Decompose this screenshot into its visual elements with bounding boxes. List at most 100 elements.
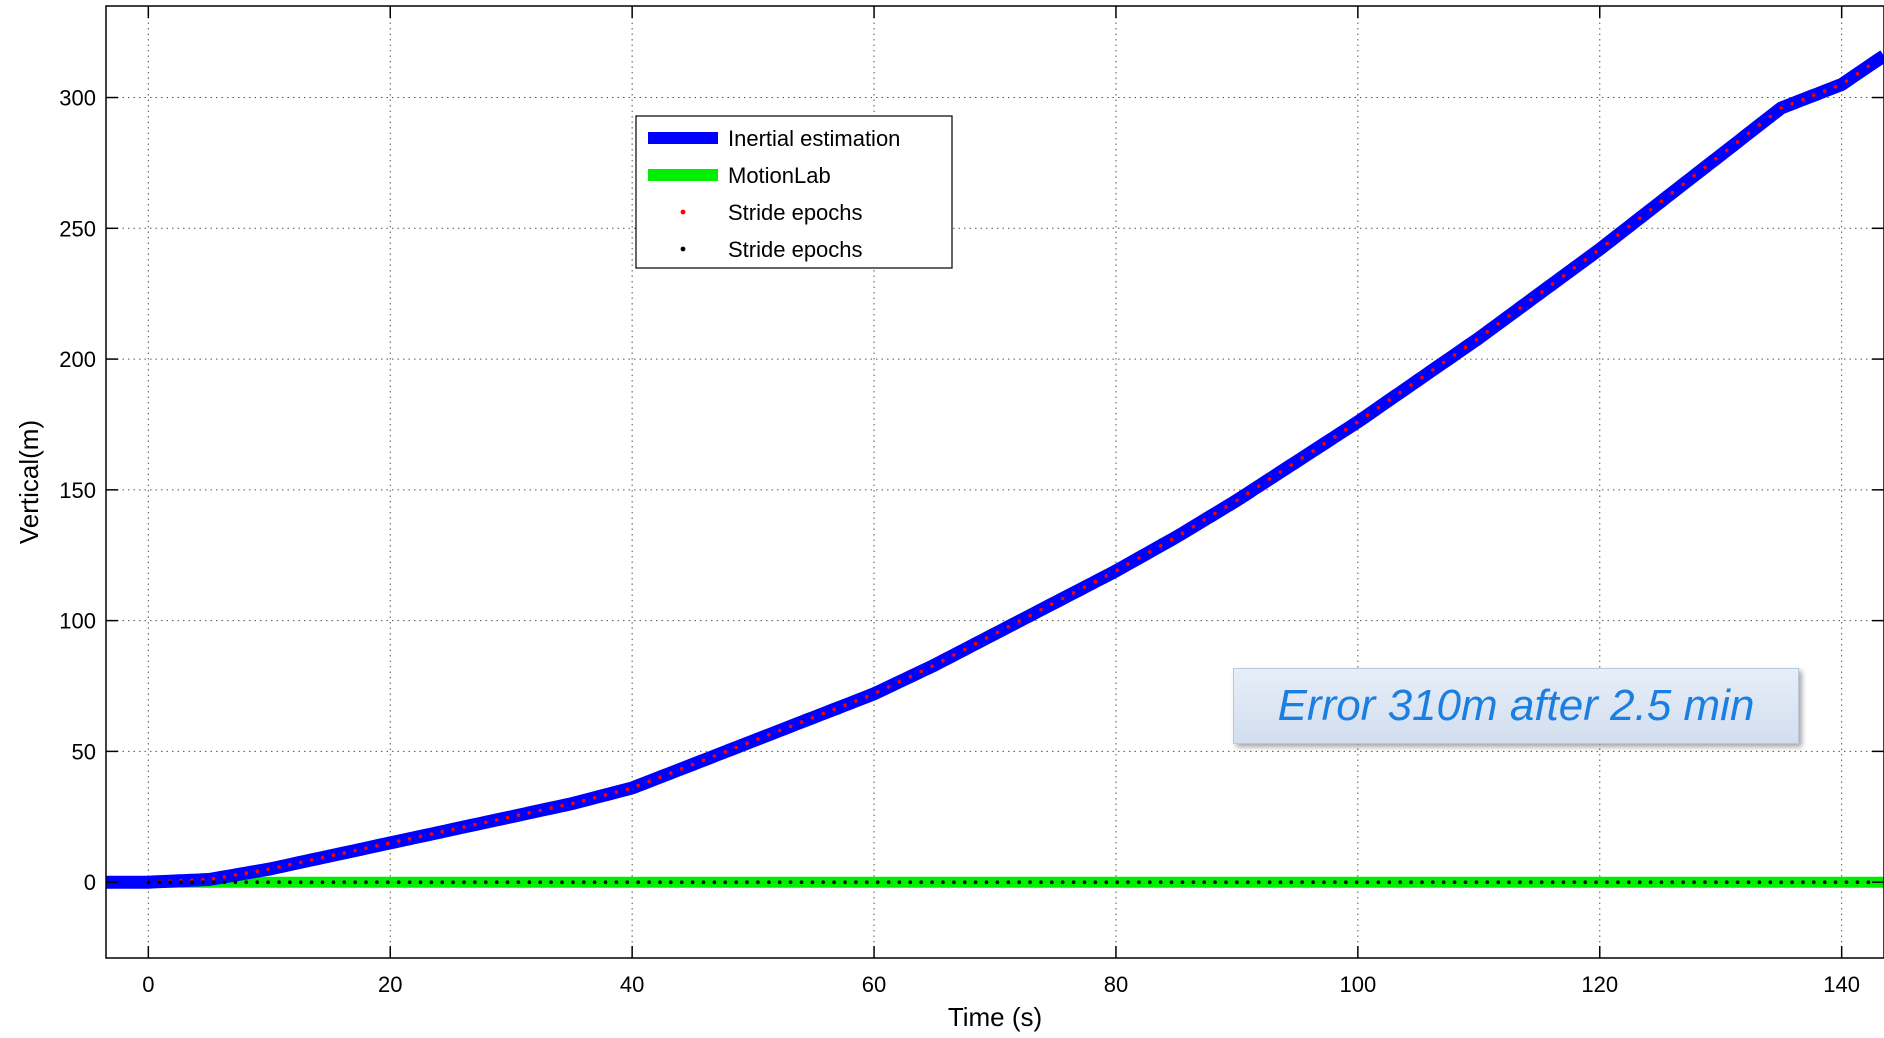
stride-epoch-marker: [516, 880, 521, 884]
grid: [106, 6, 1884, 958]
stride-epoch-marker: [1779, 880, 1783, 884]
stride-epoch-marker: [353, 848, 358, 853]
stride-epoch-marker: [734, 745, 738, 750]
stride-epoch-marker: [1529, 298, 1533, 302]
stride-epoch-marker: [1692, 880, 1696, 884]
stride-epoch-marker: [941, 658, 945, 663]
stride-epoch-marker: [1616, 233, 1620, 237]
stride-epoch-marker: [799, 880, 804, 884]
stride-epoch-marker: [364, 846, 368, 850]
y-tick-label: 200: [59, 347, 96, 372]
stride-epoch-marker: [1866, 880, 1871, 884]
stride-epoch-marker: [1518, 306, 1522, 310]
stride-epoch-marker: [288, 880, 292, 884]
stride-epoch-marker: [1093, 579, 1098, 584]
stride-epoch-marker: [865, 694, 869, 699]
legend-entry-label: MotionLab: [728, 163, 831, 188]
stride-epoch-marker: [1148, 880, 1152, 884]
stride-epoch-marker: [1420, 375, 1424, 380]
stride-epoch-marker: [1213, 511, 1217, 516]
stride-epoch-marker: [636, 783, 640, 788]
stride-epoch-marker: [1539, 290, 1544, 294]
stride-epoch-marker: [854, 880, 858, 884]
stride-epoch-marker: [963, 647, 967, 652]
stride-epoch-marker: [1637, 880, 1642, 884]
y-tick-label: 250: [59, 216, 96, 241]
stride-epoch-marker: [669, 880, 673, 884]
stride-epoch-marker: [222, 880, 227, 884]
stride-epoch-marker: [1594, 250, 1598, 254]
stride-epoch-marker: [1050, 880, 1054, 884]
stride-epoch-marker: [1714, 880, 1718, 884]
stride-epoch-marker: [375, 844, 379, 848]
stride-epoch-marker: [1017, 619, 1021, 623]
stride-epoch-marker: [1082, 880, 1087, 884]
stride-epoch-marker: [1605, 241, 1609, 246]
stride-epoch-marker: [1692, 174, 1696, 178]
stride-epoch-marker: [1278, 880, 1283, 884]
stride-epoch-marker: [952, 880, 956, 884]
stride-epoch-marker: [821, 711, 825, 716]
stride-epoch-marker: [538, 808, 542, 813]
stride-epoch-marker: [1648, 880, 1653, 884]
stride-epoch-marker: [777, 728, 782, 733]
stride-epoch-marker: [897, 680, 902, 684]
stride-epoch-marker: [625, 787, 630, 792]
stride-epoch-marker: [1398, 880, 1402, 884]
stride-epoch-marker: [1333, 880, 1337, 884]
stride-epoch-marker: [1180, 880, 1185, 884]
stride-epoch-marker: [342, 880, 347, 884]
stride-epoch-marker: [1474, 338, 1479, 342]
stride-epoch-marker: [1213, 880, 1217, 884]
stride-epoch-marker: [1126, 562, 1130, 566]
stride-epoch-marker: [233, 873, 238, 877]
stride-epoch-marker: [832, 880, 836, 884]
stride-epoch-marker: [407, 880, 412, 884]
stride-epoch-marker: [1039, 880, 1043, 884]
stride-epoch-marker: [1115, 880, 1119, 884]
stride-epoch-marker: [1267, 477, 1272, 481]
stride-epoch-marker: [1169, 537, 1174, 542]
stride-epoch-marker: [1550, 282, 1555, 286]
x-tick-label: 140: [1823, 972, 1860, 997]
stride-epoch-marker: [1148, 550, 1152, 554]
stride-epoch-marker: [1344, 880, 1348, 884]
legend-entry-label: Inertial estimation: [728, 126, 900, 151]
stride-epoch-marker: [1409, 880, 1413, 884]
stride-epoch-marker: [396, 880, 401, 884]
stride-epoch-marker: [1050, 602, 1054, 606]
stride-epoch-marker: [560, 804, 564, 808]
stride-epoch-marker: [244, 871, 249, 875]
stride-epoch-marker: [1822, 880, 1827, 884]
stride-epoch-marker: [1028, 880, 1032, 884]
legend-entry-label: Stride epochs: [728, 200, 863, 225]
stride-epoch-marker: [1659, 880, 1664, 884]
stride-epoch-marker: [1725, 880, 1729, 884]
stride-epoch-marker: [1866, 64, 1871, 69]
stride-epoch-marker: [320, 880, 325, 884]
stride-epoch-marker: [767, 733, 771, 737]
stride-epoch-marker: [1431, 368, 1435, 372]
stride-epoch-marker: [1812, 93, 1816, 98]
stride-epoch-marker: [679, 880, 684, 884]
stride-epoch-marker: [407, 836, 412, 841]
stride-epoch-marker: [1224, 505, 1228, 509]
stride-epoch-marker: [1561, 880, 1566, 884]
stride-epoch-marker: [1572, 880, 1577, 884]
stride-epoch-marker: [484, 880, 488, 884]
stride-epoch-marker: [1071, 880, 1076, 884]
stride-epoch-marker: [1322, 442, 1326, 446]
stride-epoch-marker: [451, 827, 455, 832]
stride-epoch-marker: [1354, 420, 1359, 425]
stride-epoch-marker: [571, 801, 575, 806]
stride-epoch-marker: [832, 707, 836, 712]
stride-epoch-marker: [603, 793, 608, 797]
stride-epoch-marker: [941, 880, 945, 884]
stride-epoch-marker: [277, 865, 281, 869]
stride-epoch-marker: [647, 880, 651, 884]
stride-epoch-marker: [1289, 463, 1294, 467]
stride-epoch-marker: [1158, 880, 1163, 884]
stride-epoch-marker: [244, 880, 249, 884]
stride-epoch-marker: [1180, 531, 1185, 536]
stride-epoch-marker: [549, 880, 553, 884]
